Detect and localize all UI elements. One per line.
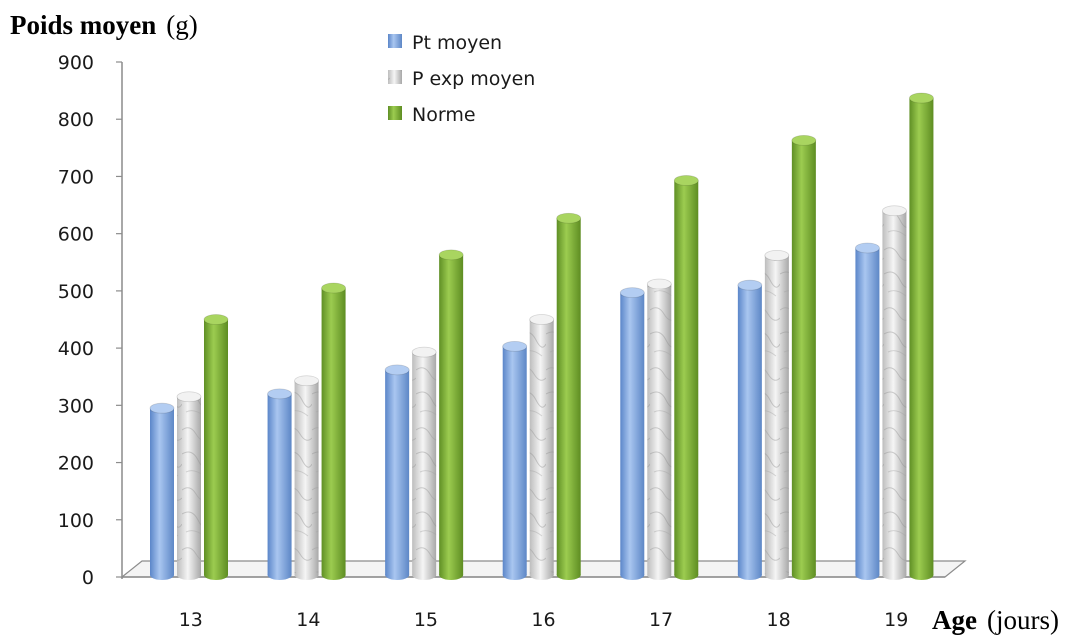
bar bbox=[646, 278, 672, 580]
y-tick-label: 900 bbox=[58, 52, 94, 74]
y-tick-label: 300 bbox=[58, 395, 94, 417]
tick-labels: 0 100 200 300 400 500 600 700 800 900 13 14 15 16 17 18… bbox=[58, 52, 909, 631]
bar bbox=[764, 250, 790, 580]
y-axis-title-unit: (g) bbox=[166, 10, 197, 40]
y-axis-title: Poids moyen (g) bbox=[10, 10, 198, 40]
bar bbox=[791, 134, 817, 580]
bar bbox=[737, 279, 763, 580]
bar bbox=[294, 375, 319, 580]
bar bbox=[411, 346, 437, 580]
bar bbox=[673, 175, 699, 580]
legend: Pt moyen P exp moyen Norme bbox=[388, 32, 535, 126]
y-tick-label: 700 bbox=[58, 166, 94, 188]
x-tick-label: 16 bbox=[531, 609, 555, 631]
legend-item: Pt moyen bbox=[388, 32, 502, 54]
x-tick-label: 13 bbox=[179, 609, 203, 631]
bar bbox=[384, 364, 410, 580]
legend-item: P exp moyen bbox=[388, 68, 535, 90]
x-axis-title-main: Age bbox=[932, 605, 977, 635]
bar bbox=[855, 242, 880, 580]
bars bbox=[149, 92, 934, 580]
bar bbox=[203, 314, 229, 580]
x-tick-label: 19 bbox=[884, 609, 908, 631]
bar bbox=[149, 402, 175, 580]
bar bbox=[882, 205, 907, 580]
y-tick-label: 200 bbox=[58, 453, 94, 475]
legend-swatch bbox=[388, 106, 402, 120]
bar bbox=[502, 340, 528, 580]
x-axis-title: Age (jours) bbox=[932, 605, 1059, 635]
y-tick-label: 400 bbox=[58, 338, 94, 360]
legend-label: Norme bbox=[412, 104, 476, 126]
x-axis-title-unit: (jours) bbox=[987, 605, 1059, 635]
legend-label: Pt moyen bbox=[412, 32, 502, 54]
x-tick-label: 17 bbox=[649, 609, 673, 631]
bar bbox=[529, 314, 555, 580]
x-tick-label: 14 bbox=[296, 609, 320, 631]
bar bbox=[438, 249, 464, 580]
bar bbox=[619, 287, 645, 580]
bar bbox=[176, 391, 202, 580]
y-tick-label: 800 bbox=[58, 109, 94, 131]
x-tick-label: 15 bbox=[414, 609, 438, 631]
bar bbox=[321, 282, 346, 580]
bar bbox=[556, 212, 582, 580]
bar bbox=[909, 92, 934, 580]
bar bbox=[267, 388, 292, 580]
y-tick-label: 600 bbox=[58, 224, 94, 246]
x-tick-label: 18 bbox=[767, 609, 791, 631]
legend-label: P exp moyen bbox=[412, 68, 535, 90]
legend-swatch bbox=[388, 34, 402, 48]
y-axis-title-main: Poids moyen bbox=[10, 10, 156, 40]
y-tick-label: 100 bbox=[58, 510, 94, 532]
y-tick-label: 0 bbox=[82, 567, 94, 589]
y-tick-label: 500 bbox=[58, 281, 94, 303]
legend-item: Norme bbox=[388, 104, 476, 126]
